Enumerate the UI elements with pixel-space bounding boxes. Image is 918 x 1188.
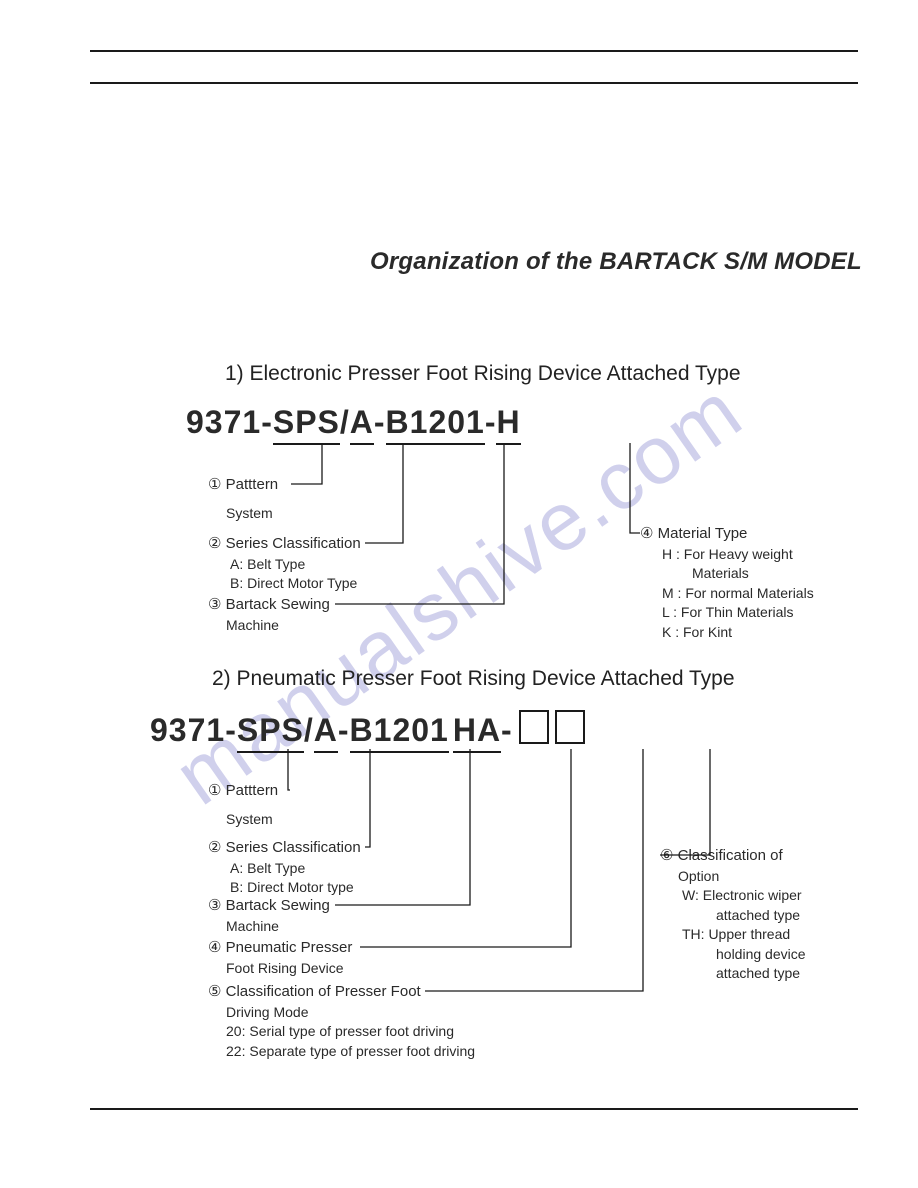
s2-callout3: ③ Bartack Sewing Machine <box>208 897 330 935</box>
s2-c2-sub2: B: Direct Motor type <box>230 879 361 897</box>
s2-c4-sub: Foot Rising Device <box>226 960 352 978</box>
section1-model: 9371-SPS/A-B1201-H <box>186 404 521 445</box>
s1-c4-sub4: K : For Kint <box>662 624 814 642</box>
s2-c6-sub: Option <box>678 868 806 886</box>
s2-c4-marker: ④ <box>208 939 221 956</box>
section2-heading: 2) Pneumatic Presser Foot Rising Device … <box>212 667 735 691</box>
s1-seg4: H <box>496 404 520 445</box>
s1-c1-sub: System <box>226 505 278 523</box>
s1-c2-label: Series Classification <box>226 535 361 552</box>
s1-seg2: A <box>350 404 374 445</box>
s1-seg3: B1201 <box>386 404 485 445</box>
s1-sep3: - <box>485 404 497 440</box>
s1-c2-sub1: A: Belt Type <box>230 556 361 574</box>
page: manualshive.com Organization of the BART… <box>0 0 918 1188</box>
s1-c4-marker: ④ <box>640 525 653 542</box>
s1-c2-marker: ② <box>208 535 221 552</box>
section1-heading: 1) Electronic Presser Foot Rising Device… <box>225 362 741 386</box>
s2-c1-marker: ① <box>208 782 221 799</box>
top-rule-1 <box>90 50 858 52</box>
s1-callout4: ④ Material Type H : For Heavy weight Mat… <box>640 525 814 641</box>
s2-c3-marker: ③ <box>208 897 221 914</box>
s2-callout6: ⑥ Classification of Option W: Electronic… <box>660 847 806 983</box>
s2-sep3: - <box>501 712 513 748</box>
s1-c2-sub2: B: Direct Motor Type <box>230 575 361 593</box>
s2-sep2: - <box>338 712 350 748</box>
s2-seg2: A <box>314 712 338 753</box>
s2-c1-label: Patttern <box>226 782 279 799</box>
s1-callout2: ② Series Classification A: Belt Type B: … <box>208 535 361 593</box>
s2-seg3: B1201 <box>350 712 449 753</box>
s2-c6-sub2a: TH: Upper thread <box>682 926 806 944</box>
s2-c2-marker: ② <box>208 839 221 856</box>
s2-c1-sub: System <box>226 811 278 829</box>
s2-c6-sub1b: attached type <box>716 907 806 925</box>
page-title: Organization of the BARTACK S/M MODEL <box>370 248 862 276</box>
s1-c4-sub1b: Materials <box>692 565 814 583</box>
s2-callout4: ④ Pneumatic Presser Foot Rising Device <box>208 939 352 977</box>
bottom-rule <box>90 1108 858 1110</box>
s2-box2 <box>555 710 585 744</box>
s1-c4-sub3: L : For Thin Materials <box>662 604 814 622</box>
s1-prefix: 9371- <box>186 404 273 440</box>
s2-box1 <box>519 710 549 744</box>
s2-c5-label: Classification of Presser Foot <box>226 983 421 1000</box>
s2-c3-label: Bartack Sewing <box>226 897 330 914</box>
s2-seg4: HA <box>453 712 501 753</box>
s1-c4-sub2: M : For normal Materials <box>662 585 814 603</box>
s2-callout1: ① Patttern System <box>208 782 278 828</box>
s2-c5-sub2: 22: Separate type of presser foot drivin… <box>226 1043 475 1061</box>
s2-c6-sub1a: W: Electronic wiper <box>682 887 806 905</box>
s2-c4-label: Pneumatic Presser <box>226 939 353 956</box>
s1-c1-label: Patttern <box>226 476 279 493</box>
s2-prefix: 9371- <box>150 712 237 748</box>
s2-c5-marker: ⑤ <box>208 983 221 1000</box>
s2-c6-label: Classification of <box>678 847 783 864</box>
s2-c2-label: Series Classification <box>226 839 361 856</box>
s1-callout3: ③ Bartack Sewing Machine <box>208 596 330 634</box>
s2-c5-sub: Driving Mode <box>226 1004 475 1022</box>
s1-callout1: ① Patttern System <box>208 476 278 522</box>
section2-model: 9371-SPS/A-B1201HA- <box>150 710 585 753</box>
s1-sep2: - <box>374 404 386 440</box>
s2-seg1: SPS <box>237 712 304 753</box>
s2-callout5: ⑤ Classification of Presser Foot Driving… <box>208 983 475 1060</box>
s1-c4-sub1: H : For Heavy weight <box>662 546 814 564</box>
s1-c3-sub: Machine <box>226 617 330 635</box>
s2-c6-sub2c: attached type <box>716 965 806 983</box>
s2-c6-marker: ⑥ <box>660 847 673 864</box>
s1-c1-marker: ① <box>208 476 221 493</box>
s2-c5-sub1: 20: Serial type of presser foot driving <box>226 1023 475 1041</box>
s2-sep1: / <box>304 712 314 748</box>
s1-sep1: / <box>340 404 350 440</box>
s1-c3-label: Bartack Sewing <box>226 596 330 613</box>
s2-c3-sub: Machine <box>226 918 330 936</box>
s2-callout2: ② Series Classification A: Belt Type B: … <box>208 839 361 897</box>
s2-c2-sub1: A: Belt Type <box>230 860 361 878</box>
s1-seg1: SPS <box>273 404 340 445</box>
s1-c4-label: Material Type <box>658 525 748 542</box>
s1-c3-marker: ③ <box>208 596 221 613</box>
s2-c6-sub2b: holding device <box>716 946 806 964</box>
top-rule-2 <box>90 82 858 84</box>
